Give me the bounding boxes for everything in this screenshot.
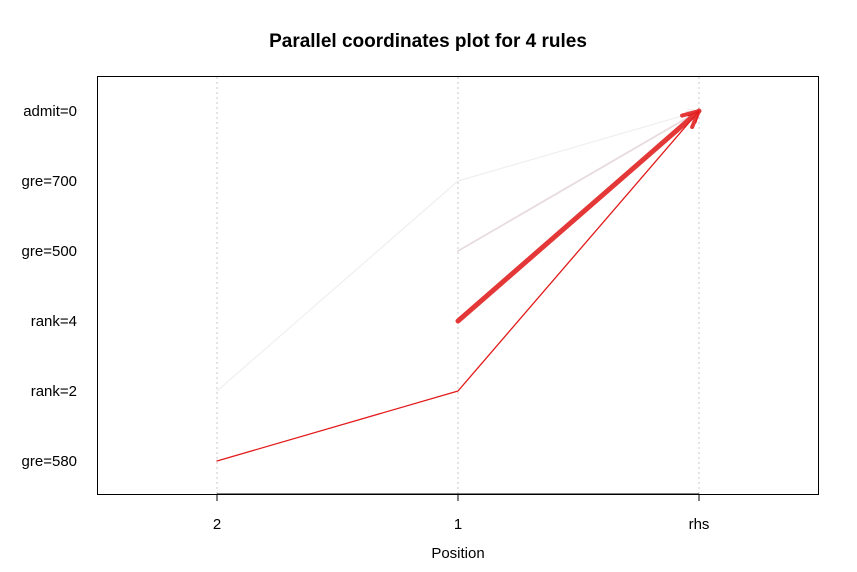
y-tick-label: gre=500 <box>22 243 77 260</box>
rule-path <box>457 110 700 252</box>
chart-title: Parallel coordinates plot for 4 rules <box>269 31 587 52</box>
y-tick-label: rank=4 <box>31 313 77 330</box>
rule-path <box>216 110 700 462</box>
y-tick-labels: admit=0 gre=700 gre=500 rank=4 rank=2 gre=580 <box>22 103 77 470</box>
x-axis: 2 1 rhs <box>213 493 710 533</box>
rule-path <box>216 110 700 392</box>
y-tick-label: admit=0 <box>23 103 77 120</box>
x-tick-label: 1 <box>454 516 462 533</box>
y-tick-label: gre=700 <box>22 173 77 190</box>
x-axis-title: Position <box>431 545 484 562</box>
rule-line-4 <box>216 110 700 462</box>
rule-line-3 <box>455 108 702 324</box>
rule-line-2 <box>457 110 700 252</box>
plot-frame <box>97 76 819 495</box>
series-layer <box>216 108 702 462</box>
grid-layer <box>216 77 700 494</box>
x-tick-label: 2 <box>213 516 221 533</box>
y-tick-label: rank=2 <box>31 383 77 400</box>
rule-arrowhead <box>687 110 700 124</box>
y-tick-label: gre=580 <box>22 453 77 470</box>
rule-path <box>455 108 702 324</box>
x-tick-label: rhs <box>689 516 710 533</box>
